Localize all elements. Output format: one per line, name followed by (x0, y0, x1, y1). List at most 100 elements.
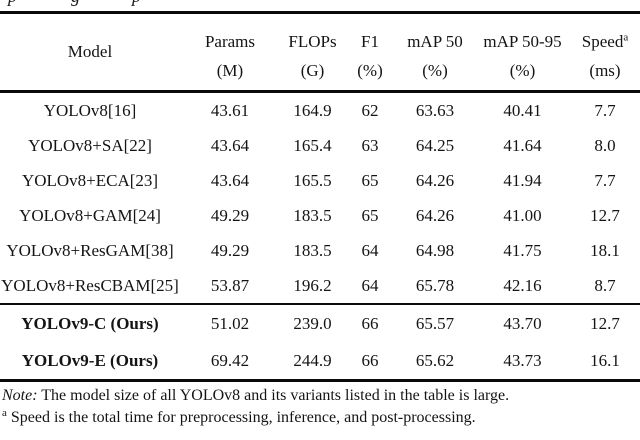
col-header-params: Params (M) (180, 12, 280, 93)
cell-flops: 244.9 (280, 342, 345, 382)
table-row: YOLOv9-C (Ours) 51.02 239.0 66 65.57 43.… (0, 304, 640, 342)
col-header-speed-unit: (ms) (589, 60, 621, 80)
cell-map50: 64.25 (415, 135, 455, 155)
cell-speed: 8.7 (570, 268, 640, 305)
col-header-map50-95: mAP 50-95 (%) (475, 12, 570, 93)
cell-speed: 12.7 (590, 313, 620, 333)
table-row: YOLOv8+ECA[23] 43.64 165.5 65 64.26 41.9… (0, 163, 640, 198)
footnote-text: Speed is the total time for preprocessin… (10, 409, 476, 426)
cell-speed: 12.7 (590, 205, 620, 225)
cell-speed: 18.1 (590, 240, 620, 260)
col-header-params-unit: (M) (216, 60, 244, 80)
col-header-params-label: Params (204, 31, 256, 51)
col-header-model: Model (0, 12, 180, 93)
cell-f1: 65 (361, 170, 379, 190)
cell-f1: 66 (345, 342, 395, 382)
cell-map50: 64.26 (415, 205, 455, 225)
col-header-f1: F1 (%) (345, 12, 395, 93)
baseline-rows-group: YOLOv8[16] 43.61 164.9 62 63.63 40.41 7.… (0, 92, 640, 305)
cell-map50: 63.63 (415, 100, 455, 120)
col-header-flops-label: FLOPs (288, 31, 337, 51)
col-header-map50: mAP 50 (%) (395, 12, 475, 93)
cell-speed: 16.1 (570, 342, 640, 382)
cell-flops: 183.5 (293, 240, 332, 260)
table-header: Model Params (M) FLOPs (G) F1 (%) mAP 50… (0, 12, 640, 93)
col-header-flops-unit: (G) (300, 60, 325, 80)
table-row: YOLOv8[16] 43.61 164.9 62 63.63 40.41 7.… (0, 92, 640, 129)
col-header-flops: FLOPs (G) (280, 12, 345, 93)
cell-map50: 65.62 (395, 342, 475, 382)
cell-model: YOLOv8+ResGAM[38] (6, 240, 174, 260)
cell-params: 53.87 (180, 268, 280, 305)
cell-flops: 165.5 (293, 170, 332, 190)
cell-model: YOLOv8+SA[22] (28, 135, 152, 155)
table-row: YOLOv8+SA[22] 43.64 165.4 63 64.25 41.64… (0, 128, 640, 163)
cell-f1: 63 (361, 135, 379, 155)
cell-map50: 64.98 (415, 240, 455, 260)
cell-map50-95: 43.73 (475, 342, 570, 382)
clipped-glyph: g (71, 0, 80, 7)
cell-flops: 165.4 (293, 135, 332, 155)
cell-params: 49.29 (210, 205, 250, 225)
cell-flops: 183.5 (293, 205, 332, 225)
cell-f1: 64 (361, 240, 379, 260)
table-row: YOLOv8+ResGAM[38] 49.29 183.5 64 64.98 4… (0, 233, 640, 268)
cell-model: YOLOv8+ECA[23] (21, 170, 159, 190)
cell-params: 43.64 (210, 170, 250, 190)
col-header-f1-unit: (%) (357, 60, 383, 80)
col-header-map50-label: mAP 50 (407, 31, 463, 51)
col-header-map50-95-label: mAP 50-95 (483, 31, 562, 51)
table-row: YOLOv9-E (Ours) 69.42 244.9 66 65.62 43.… (0, 342, 640, 382)
cell-model: YOLOv9-C (Ours) (21, 313, 159, 333)
cell-map50-95: 43.70 (503, 313, 542, 333)
cell-params: 49.29 (210, 240, 250, 260)
cell-map50: 64.26 (415, 170, 455, 190)
note-label: Note: (2, 387, 38, 404)
cell-map50: 65.57 (415, 313, 455, 333)
cell-f1: 62 (361, 100, 379, 120)
note-text: The model size of all YOLOv8 and its var… (37, 387, 510, 404)
table-footnote: a Speed is the total time for preprocessi… (2, 407, 638, 429)
cell-params: 43.61 (210, 100, 250, 120)
results-table: Model Params (M) FLOPs (G) F1 (%) mAP 50… (0, 11, 640, 382)
col-header-f1-label: F1 (361, 31, 379, 51)
cell-f1: 66 (361, 313, 379, 333)
cell-map50-95: 41.94 (503, 170, 542, 190)
footnote-marker: a (2, 406, 7, 419)
cell-map50-95: 40.41 (503, 100, 542, 120)
cell-speed: 7.7 (594, 170, 616, 190)
cell-map50-95: 42.16 (475, 268, 570, 305)
speed-footnote-marker: a (623, 30, 629, 43)
header-row: Model Params (M) FLOPs (G) F1 (%) mAP 50… (0, 12, 640, 93)
table-notes: Note: The model size of all YOLOv8 and i… (0, 382, 640, 429)
cell-model: YOLOv8[16] (43, 100, 137, 120)
cell-flops: 164.9 (293, 100, 332, 120)
col-header-map50-unit: (%) (422, 60, 448, 80)
clipped-glyph: p (8, 0, 17, 7)
col-header-map50-95-unit: (%) (509, 60, 536, 80)
table-row: YOLOv8+ResCBAM[25] 53.87 196.2 64 65.78 … (0, 268, 640, 305)
cell-map50-95: 41.64 (503, 135, 542, 155)
table-note: Note: The model size of all YOLOv8 and i… (2, 385, 638, 407)
cell-map50: 65.78 (395, 268, 475, 305)
cell-params: 69.42 (180, 342, 280, 382)
table-row: YOLOv8+GAM[24] 49.29 183.5 65 64.26 41.0… (0, 198, 640, 233)
cell-flops: 196.2 (280, 268, 345, 305)
cell-speed: 8.0 (594, 135, 616, 155)
cell-model: YOLOv9-E (Ours) (0, 342, 180, 382)
cell-flops: 239.0 (293, 313, 332, 333)
cell-map50-95: 41.75 (503, 240, 542, 260)
cell-speed: 7.7 (594, 100, 616, 120)
cell-f1: 64 (345, 268, 395, 305)
clipped-glyph: p (132, 0, 141, 7)
col-header-speed: Speeda (ms) (570, 12, 640, 93)
cell-map50-95: 41.00 (503, 205, 542, 225)
clipped-caption-fragment: p g p (0, 0, 640, 11)
cell-params: 43.64 (210, 135, 250, 155)
cell-model: YOLOv8+ResCBAM[25] (0, 268, 180, 305)
col-header-speed-label: Speed (581, 31, 624, 51)
cell-params: 51.02 (210, 313, 250, 333)
cell-model: YOLOv8+GAM[24] (19, 205, 161, 225)
col-header-model-label: Model (67, 42, 113, 61)
